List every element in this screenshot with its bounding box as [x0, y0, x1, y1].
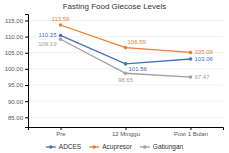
y-tick-mark [25, 85, 28, 86]
legend-marker [143, 145, 147, 149]
chart: Fasting Food Glecose Levels 85.00 90.00 95.… [0, 0, 229, 153]
data-label: 97.47 [195, 74, 211, 80]
series-points [59, 37, 193, 78]
legend-item: ADCES [46, 143, 82, 150]
grid-line [28, 101, 223, 102]
x-axis: Pre 12 Minggu Post 1 Bulan [29, 127, 224, 137]
y-tick-label: 105.00 [5, 50, 24, 56]
y-tick-label: 95.00 [8, 82, 24, 88]
data-label: 101.56 [129, 66, 148, 72]
y-tick-label: 110.00 [5, 34, 24, 40]
title: Fasting Food Glecose Levels [63, 2, 167, 11]
y-tick: 85.00 [8, 115, 28, 121]
data-label: 109.19 [38, 41, 57, 47]
y-tick-label: 90.00 [8, 99, 24, 105]
legend-label: Acupresor [102, 143, 132, 151]
legend-marker [49, 145, 53, 149]
x-axis-line [29, 128, 224, 131]
y-tick-mark [25, 20, 28, 21]
legend: ADCES Acupresor Gabungan [46, 143, 184, 151]
y-tick-label: 85.00 [8, 115, 24, 121]
data-labels: 110.35 101.56 103.06 113.59 106.59 105.09 109.… [38, 16, 213, 83]
y-tick: 105.00 [5, 50, 28, 56]
point [124, 46, 128, 50]
x-tick-label: 12 Minggu [112, 131, 140, 137]
point [189, 75, 193, 79]
grid-line [28, 85, 223, 86]
x-tick-mark [191, 127, 192, 130]
y-tick-mark [25, 69, 28, 70]
data-label: 110.35 [39, 32, 58, 38]
series-line [61, 25, 191, 52]
y-tick-label: 100.00 [5, 66, 24, 72]
y-tick-label: 115.00 [5, 18, 24, 24]
legend-item: Gabungan [140, 143, 184, 151]
x-tick: Post 1 Bulan [174, 127, 208, 137]
y-axis-line [25, 15, 29, 128]
data-label: 105.09 [195, 49, 214, 55]
x-tick-label: Pre [56, 131, 66, 137]
data-label: 106.59 [128, 39, 147, 45]
data-label: 113.59 [52, 16, 71, 22]
y-tick-mark [25, 101, 28, 102]
grid-line [28, 117, 223, 118]
series-line [61, 39, 191, 77]
point [189, 51, 193, 55]
point [59, 37, 63, 41]
x-tick: 12 Minggu [112, 127, 140, 137]
point [59, 34, 63, 38]
data-label: 98.65 [118, 77, 134, 83]
legend-item: Acupresor [89, 143, 132, 151]
y-axis: 85.00 90.00 95.00 100.00 105.00 110.00 115.00 [5, 15, 29, 128]
plot: 85.00 90.00 95.00 100.00 105.00 110.00 115.00 P… [5, 15, 224, 138]
y-tick: 115.00 [5, 18, 28, 24]
grid-line [28, 68, 223, 69]
series-marks [59, 23, 193, 79]
x-tick-mark [61, 127, 62, 130]
grid [28, 20, 223, 117]
y-tick: 110.00 [5, 34, 28, 40]
x-tick-label: Post 1 Bulan [174, 131, 208, 137]
legend-marker [92, 145, 96, 149]
point [124, 71, 128, 75]
series-points [59, 34, 193, 66]
y-tick: 90.00 [8, 99, 28, 105]
point [59, 23, 63, 27]
data-label: 103.06 [195, 56, 214, 62]
x-tick-mark [126, 127, 127, 130]
y-tick-mark [25, 53, 28, 54]
point [189, 57, 193, 61]
point [124, 62, 128, 66]
grid-line [28, 36, 223, 37]
y-tick: 100.00 [5, 66, 28, 72]
x-tick: Pre [56, 127, 66, 137]
y-tick-mark [25, 117, 28, 118]
legend-label: Gabungan [153, 143, 184, 151]
series-points [59, 23, 193, 54]
y-tick: 95.00 [8, 82, 28, 88]
y-tick-mark [25, 37, 28, 38]
legend-label: ADCES [59, 143, 82, 150]
